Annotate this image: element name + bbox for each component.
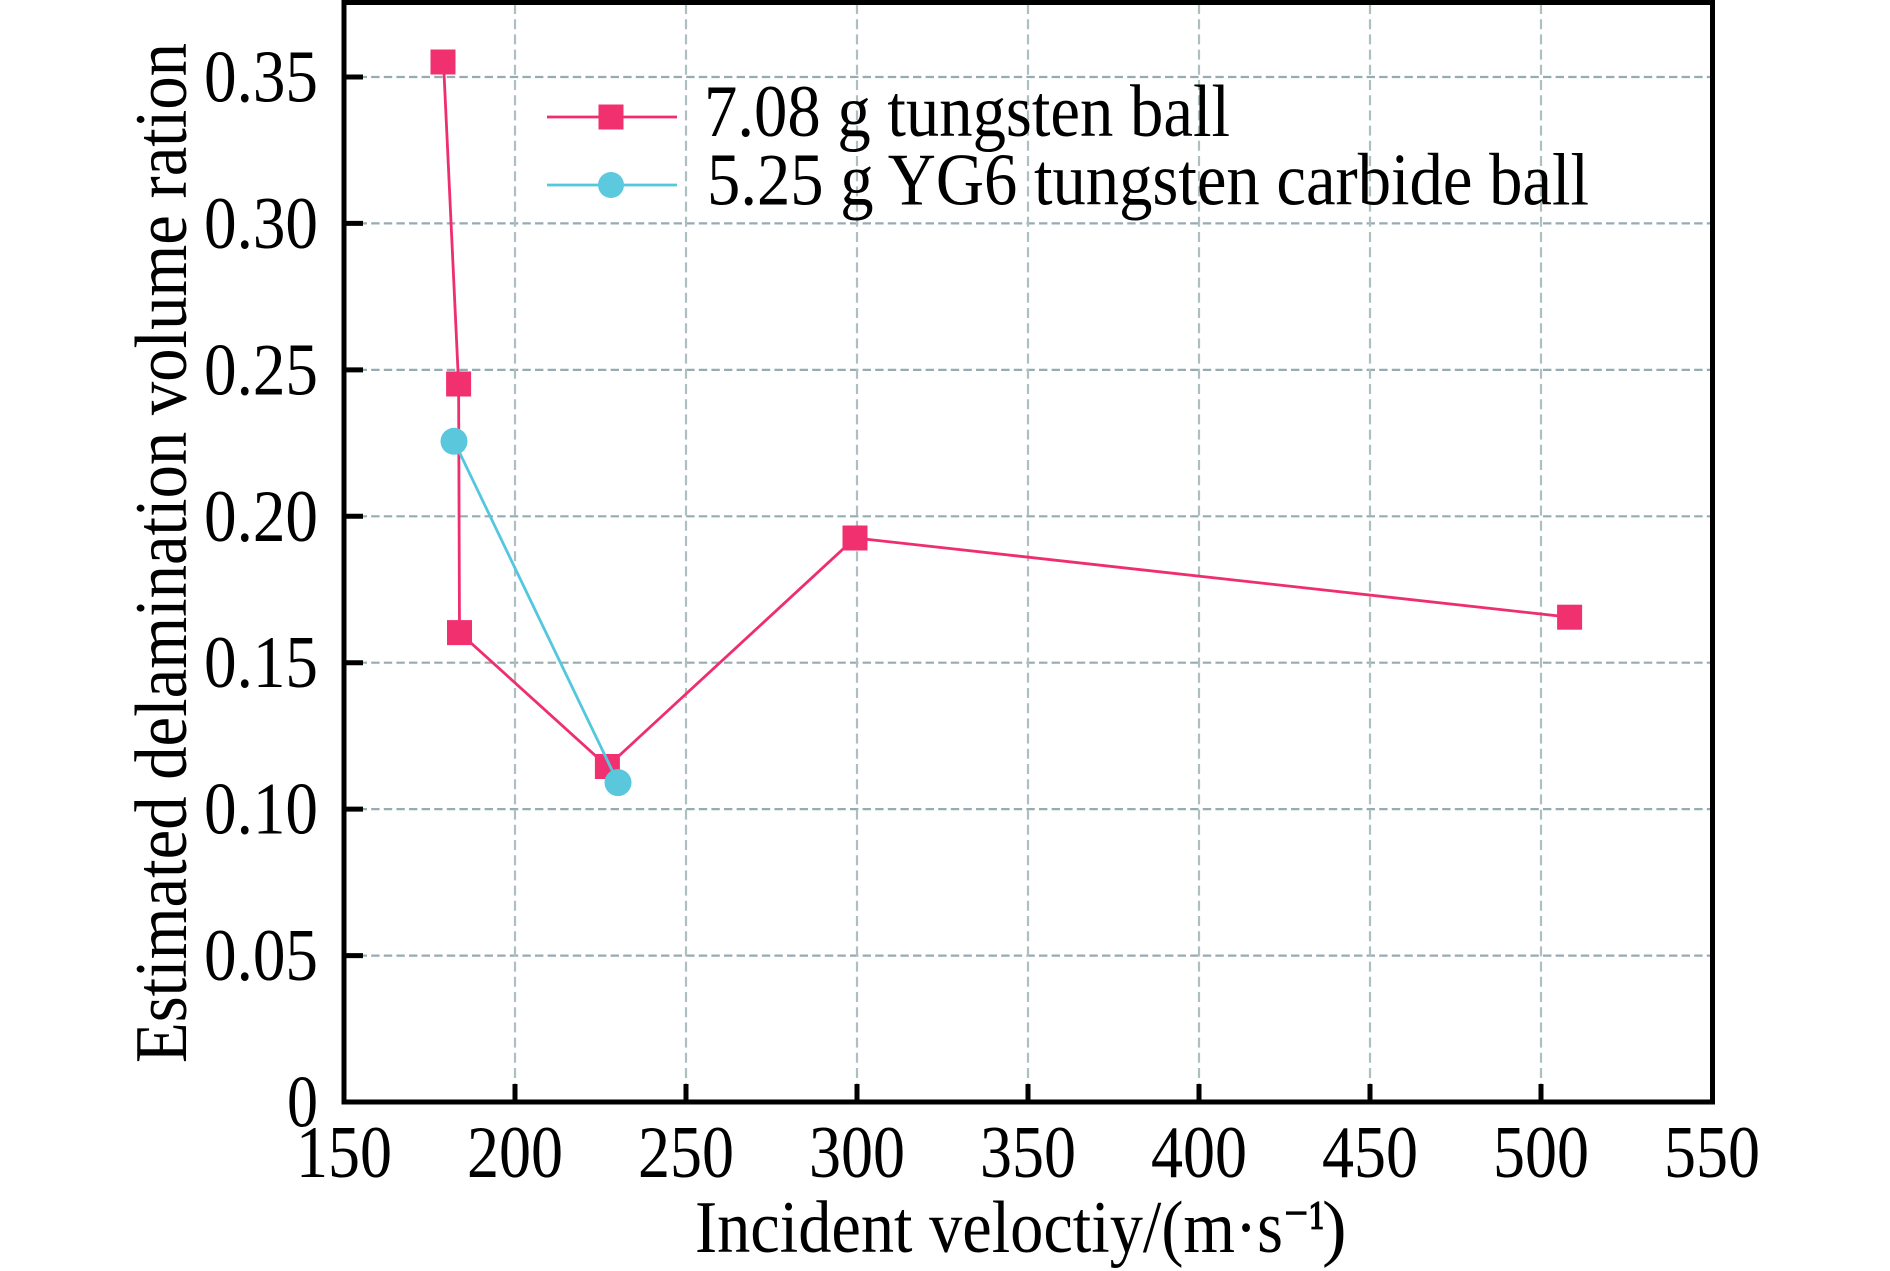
svg-text:200: 200 xyxy=(467,1112,563,1194)
svg-text:0.30: 0.30 xyxy=(204,183,318,265)
svg-text:): ) xyxy=(1322,1187,1347,1269)
svg-text:500: 500 xyxy=(1493,1112,1589,1194)
svg-text:Incident veloctiy/(m·s: Incident veloctiy/(m·s xyxy=(695,1187,1283,1269)
svg-text:0.15: 0.15 xyxy=(204,622,318,704)
svg-text:300: 300 xyxy=(809,1112,905,1194)
svg-text:0: 0 xyxy=(287,1062,318,1144)
svg-text:250: 250 xyxy=(638,1112,734,1194)
svg-text:550: 550 xyxy=(1664,1112,1760,1194)
svg-text:0.10: 0.10 xyxy=(204,769,318,851)
svg-text:7.08 g tungsten ball: 7.08 g tungsten ball xyxy=(704,71,1230,153)
svg-text:350: 350 xyxy=(980,1112,1076,1194)
svg-text:450: 450 xyxy=(1322,1112,1418,1194)
svg-text:0.05: 0.05 xyxy=(204,915,318,997)
svg-text:150: 150 xyxy=(296,1112,392,1194)
svg-text:0.20: 0.20 xyxy=(204,476,318,558)
svg-text:400: 400 xyxy=(1151,1112,1247,1194)
svg-text:Estimated delamination volume: Estimated delamination volume ration xyxy=(121,43,203,1063)
svg-text:0.35: 0.35 xyxy=(204,37,318,119)
svg-text:0.25: 0.25 xyxy=(204,329,318,411)
svg-text:5.25 g YG6 tungsten carbide ba: 5.25 g YG6 tungsten carbide ball xyxy=(707,140,1589,222)
